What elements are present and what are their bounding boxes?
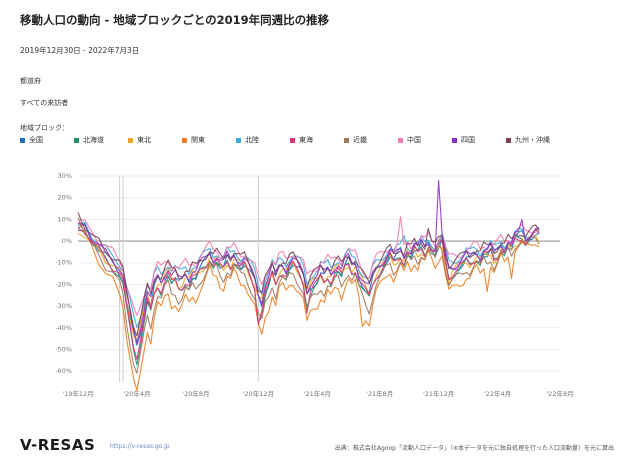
- x-tick-label: '19年12月: [62, 389, 93, 398]
- series-line: [77, 212, 540, 337]
- x-tick-label: '22年8月: [546, 389, 573, 398]
- legend-label: 北陸: [245, 136, 259, 144]
- legend-swatch: [290, 137, 295, 143]
- y-tick-label: 0%: [62, 237, 72, 245]
- legend-label: 東海: [299, 136, 313, 144]
- x-tick-label: '22年4月: [484, 389, 511, 398]
- legend-item[interactable]: 四国: [452, 135, 506, 145]
- legend-item[interactable]: 九州・沖縄: [506, 135, 560, 145]
- x-tick-label: '21年8月: [366, 389, 393, 398]
- series-line: [77, 217, 540, 374]
- legend-swatch: [344, 137, 349, 143]
- x-tick-label: '21年4月: [304, 389, 331, 398]
- legend-label: 近畿: [353, 136, 367, 144]
- legend-swatch: [74, 137, 79, 143]
- legend-label: 四国: [461, 136, 475, 144]
- legend-item[interactable]: 東北: [128, 135, 182, 145]
- legend-swatch: [20, 137, 25, 143]
- y-tick-label: 20%: [58, 194, 72, 202]
- legend-label: 関東: [191, 136, 205, 144]
- x-tick-label: '20年12月: [243, 389, 274, 398]
- legend-label: 北海道: [83, 136, 104, 144]
- x-tick-label: '20年8月: [182, 389, 209, 398]
- y-tick-label: -40%: [55, 324, 72, 332]
- y-tick-label: -20%: [55, 280, 72, 288]
- legend-label: 東北: [137, 136, 151, 144]
- legend-item[interactable]: 中国: [398, 135, 452, 145]
- legend-swatch: [182, 137, 187, 143]
- legend-item[interactable]: 東海: [290, 135, 344, 145]
- y-tick-label: -50%: [55, 345, 72, 353]
- legend-swatch: [398, 137, 403, 143]
- legend-label: 中国: [407, 136, 421, 144]
- y-tick-label: -10%: [55, 259, 72, 267]
- legend-item[interactable]: 関東: [182, 135, 236, 145]
- legend: 全国 北海道 東北 関東 北陸 東海 近畿 中国 四国 九州・沖縄: [20, 135, 560, 145]
- legend-item[interactable]: 北海道: [74, 135, 128, 145]
- y-tick-label: -60%: [55, 367, 72, 375]
- region-filter-label: 都道府: [20, 77, 41, 85]
- period-label: 2019年12月30日 - 2022年7月3日: [20, 46, 140, 55]
- legend-label: 九州・沖縄: [515, 136, 550, 144]
- legend-swatch: [128, 137, 133, 143]
- legend-item[interactable]: 北陸: [236, 135, 290, 145]
- y-tick-label: 30%: [58, 172, 72, 180]
- category-filter-label: すべての来訪者: [20, 99, 69, 107]
- series-line: [77, 227, 540, 360]
- legend-item[interactable]: 近畿: [344, 135, 398, 145]
- legend-swatch: [506, 137, 511, 143]
- y-tick-label: 10%: [58, 215, 72, 223]
- y-tick-label: -30%: [55, 302, 72, 310]
- legend-label: 全国: [29, 136, 43, 144]
- x-tick-label: '20年4月: [123, 389, 150, 398]
- site-link[interactable]: https://v-resas.go.jp: [110, 443, 170, 450]
- line-chart: 30% 20% 10% 0% -10% -20% -30% -40% -50% -60% '19年1…: [55, 172, 573, 398]
- source-note: 出典：株式会社Agoop「流動人口データ」（※本データを元に独自処理を行った人口…: [334, 445, 614, 452]
- series-line: [78, 228, 540, 366]
- legend-title: 地域ブロック：: [20, 124, 69, 132]
- legend-swatch: [236, 137, 241, 143]
- brand-logo: V-RESAS: [20, 436, 96, 454]
- series-line: [77, 222, 540, 392]
- legend-swatch: [452, 137, 457, 143]
- x-tick-label: '21年12月: [423, 389, 454, 398]
- page-title: 移動人口の動向 - 地域ブロックごとの2019年同週比の推移: [20, 13, 330, 27]
- legend-item[interactable]: 全国: [20, 135, 74, 145]
